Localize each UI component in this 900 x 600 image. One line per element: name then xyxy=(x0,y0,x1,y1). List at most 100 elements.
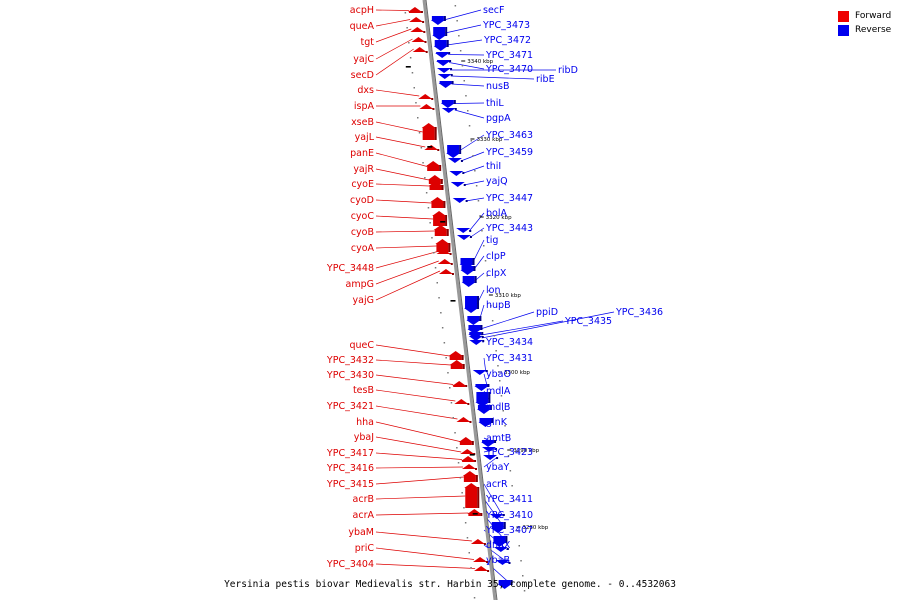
minor-feature-mark xyxy=(456,20,458,22)
connector-line xyxy=(375,168,429,181)
minor-feature-mark xyxy=(514,515,517,517)
reverse-gene-label: dnaX xyxy=(486,540,511,551)
minor-feature-mark xyxy=(424,177,426,179)
connector-line xyxy=(468,212,485,232)
minor-feature-mark xyxy=(477,200,480,202)
minor-feature-mark xyxy=(468,125,471,127)
connector-line xyxy=(375,38,413,60)
forward-gene-feature xyxy=(435,239,451,252)
minor-feature-mark xyxy=(438,297,440,299)
minor-feature-mark xyxy=(404,12,407,14)
forward-gene-label: ispA xyxy=(354,101,375,112)
forward-gene-feature xyxy=(449,360,465,369)
minor-feature-mark xyxy=(472,155,474,157)
reverse-gene-feature xyxy=(497,580,513,589)
forward-gene-label: acrB xyxy=(353,494,374,505)
forward-gene-feature xyxy=(418,94,434,100)
minor-feature-mark xyxy=(454,432,456,434)
reverse-gene-feature xyxy=(440,100,456,108)
connector-line xyxy=(458,134,485,152)
connector-line xyxy=(450,75,535,80)
minor-feature-mark xyxy=(463,80,465,82)
forward-gene-feature xyxy=(452,381,468,387)
gene-labels: acpH queA tgt yajC secD dxs ispA xseB yajL panE ya… xyxy=(326,5,663,570)
connector-line xyxy=(375,547,475,560)
reverse-gene-feature xyxy=(456,228,472,233)
reverse-gene-feature xyxy=(476,405,492,414)
reverse-gene-label: YPC_3407 xyxy=(485,525,533,536)
minor-feature-mark xyxy=(499,380,501,382)
connector-line xyxy=(451,83,485,87)
reverse-gene-feature xyxy=(483,455,499,460)
connector-line xyxy=(454,109,485,119)
reverse-gene-label: mdlB xyxy=(486,402,510,413)
connector-line xyxy=(375,245,437,249)
forward-gene-feature xyxy=(456,417,472,423)
reverse-gene-feature xyxy=(489,514,505,519)
connector-line xyxy=(375,359,451,366)
reverse-gene-feature xyxy=(474,384,490,391)
minor-feature-mark xyxy=(434,267,437,269)
reverse-gene-label: amtB xyxy=(486,433,511,444)
forward-gene-label: panE xyxy=(350,148,374,159)
reverse-gene-feature xyxy=(482,447,498,452)
reverse-gene-label: hupB xyxy=(486,300,511,311)
misc-feature-mark xyxy=(469,454,475,456)
reverse-gene-label: YPC_3447 xyxy=(485,193,533,204)
minor-feature-mark xyxy=(466,537,469,539)
minor-feature-mark xyxy=(493,335,496,337)
minor-feature-mark xyxy=(459,50,462,52)
forward-gene-feature xyxy=(409,17,425,23)
reverse-gene-feature xyxy=(468,336,484,341)
minor-feature-mark xyxy=(490,305,492,307)
reverse-gene-feature xyxy=(492,536,508,547)
connector-line xyxy=(483,483,504,517)
reverse-gene-label: tig xyxy=(486,235,498,246)
forward-gene-label: cyoD xyxy=(350,195,374,206)
reverse-gene-label: YPC_3410 xyxy=(485,510,533,521)
reverse-gene-feature xyxy=(475,392,491,407)
minor-feature-mark xyxy=(516,530,519,532)
connector-line xyxy=(483,357,487,373)
reverse-gene-feature xyxy=(464,296,480,313)
minor-feature-mark xyxy=(488,290,490,292)
minor-feature-mark xyxy=(507,455,510,457)
reverse-gene-feature xyxy=(495,560,511,565)
minor-feature-mark xyxy=(470,567,472,569)
forward-gene-feature xyxy=(419,104,435,110)
legend-item-reverse: Reverse xyxy=(838,23,891,37)
reverse-gene-feature xyxy=(438,81,454,88)
connector-line xyxy=(375,563,476,569)
forward-gene-label: hha xyxy=(356,417,374,428)
minor-feature-mark xyxy=(513,500,515,502)
connector-lines xyxy=(375,9,615,585)
forward-gene-label: tgt xyxy=(361,37,375,48)
reverse-gene-label: thiL xyxy=(486,98,504,109)
tick-label: 3280 kbp xyxy=(522,525,548,531)
minor-feature-mark xyxy=(436,282,438,284)
forward-gene-label: YPC_3415 xyxy=(326,479,374,490)
minor-feature-mark xyxy=(440,312,442,314)
minor-feature-mark xyxy=(433,252,435,254)
minor-feature-mark xyxy=(418,132,421,134)
tick-label: 3340 kbp xyxy=(467,59,493,65)
connector-line xyxy=(483,457,497,468)
connector-line xyxy=(453,102,485,104)
connector-line xyxy=(463,180,485,186)
minor-feature-mark xyxy=(465,95,467,97)
connector-line xyxy=(375,495,466,500)
minor-feature-mark xyxy=(408,42,410,44)
forward-gene-feature xyxy=(437,259,453,265)
reverse-swatch xyxy=(838,24,849,36)
minor-feature-mark xyxy=(491,320,494,322)
minor-feature-mark xyxy=(422,162,424,164)
reverse-gene-label: glnK xyxy=(486,417,508,428)
minor-feature-mark xyxy=(472,582,474,584)
forward-gene-label: yajC xyxy=(353,54,374,65)
connector-line xyxy=(375,531,472,542)
minor-feature-mark xyxy=(456,447,458,449)
connector-line xyxy=(462,165,485,174)
connector-line xyxy=(448,54,485,56)
minor-feature-mark xyxy=(464,522,467,524)
reverse-gene-feature xyxy=(460,266,476,275)
